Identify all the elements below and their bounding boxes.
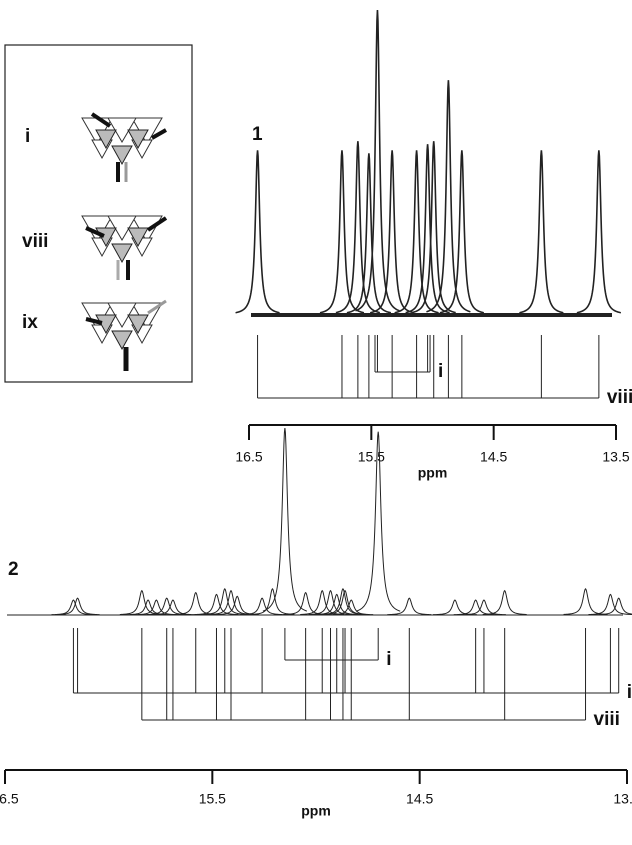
x-tick-label: 15.5 xyxy=(199,791,226,807)
x-tick-label: 14.5 xyxy=(406,791,433,807)
peak xyxy=(250,588,295,615)
inset-label: viii xyxy=(22,231,48,252)
peak xyxy=(387,597,432,616)
peak xyxy=(588,593,632,616)
assignment-label: viii xyxy=(607,387,632,408)
peak xyxy=(405,144,450,314)
inset-label: ix xyxy=(22,312,38,333)
peak xyxy=(235,150,280,314)
peak xyxy=(482,589,527,615)
peak xyxy=(173,591,218,616)
peak xyxy=(461,599,506,616)
peak xyxy=(126,599,171,616)
peak xyxy=(134,599,179,616)
peak xyxy=(356,431,401,612)
x-tick-label: 16.5 xyxy=(235,449,262,465)
peak xyxy=(323,589,368,615)
peak xyxy=(426,80,471,313)
peak xyxy=(346,153,392,314)
peak xyxy=(119,589,164,615)
spectrum-label: 1 xyxy=(252,124,263,145)
peak xyxy=(262,427,308,612)
peak xyxy=(355,9,400,312)
peak xyxy=(240,597,285,616)
peak xyxy=(55,597,100,616)
spectrum-label: 2 xyxy=(8,559,19,580)
peak xyxy=(439,150,485,314)
peak xyxy=(150,599,195,616)
peak xyxy=(335,141,381,314)
peak xyxy=(308,589,353,615)
assignment-label: ix xyxy=(627,682,632,703)
peak xyxy=(576,150,622,314)
icon xyxy=(81,112,167,182)
inset-frame xyxy=(4,44,193,383)
inset-label: i xyxy=(25,126,30,147)
peak xyxy=(194,593,239,616)
x-tick-label: 13.5 xyxy=(613,791,632,807)
x-tick-label: 13.5 xyxy=(602,449,629,465)
x-axis-label: ppm xyxy=(418,465,448,481)
peak xyxy=(519,150,564,314)
icon xyxy=(81,299,167,371)
peak xyxy=(596,597,632,616)
x-tick-label: 14.5 xyxy=(480,449,507,465)
peak xyxy=(369,150,415,314)
icon xyxy=(81,215,168,280)
peak xyxy=(329,599,374,616)
x-tick-label: 15.5 xyxy=(358,449,385,465)
peak xyxy=(202,588,247,615)
peak xyxy=(563,588,608,615)
assignment-label: viii xyxy=(594,709,620,730)
peak xyxy=(51,599,96,616)
x-tick-label: 16.5 xyxy=(0,791,19,807)
assignment-label: i xyxy=(438,361,443,382)
assignment-label: i xyxy=(386,649,391,670)
peak xyxy=(432,599,477,616)
x-axis-label: ppm xyxy=(301,803,331,819)
